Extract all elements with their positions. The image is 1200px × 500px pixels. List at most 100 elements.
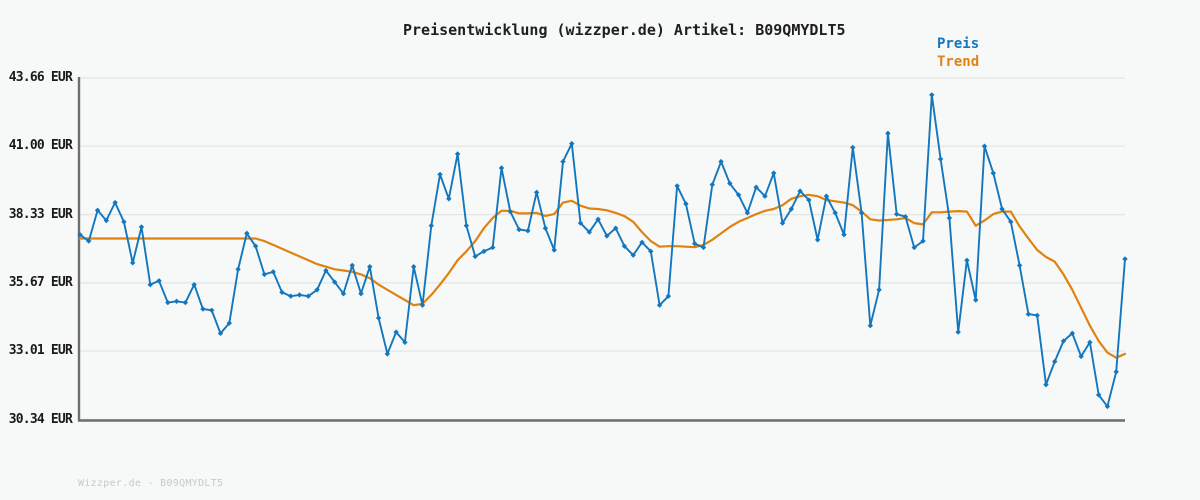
price-point-marker (323, 267, 329, 274)
price-point-marker (402, 339, 408, 346)
legend-item-preis: Preis (937, 36, 980, 52)
price-point-marker (481, 248, 487, 255)
price-point-marker (226, 320, 232, 326)
price-point-marker (261, 271, 268, 278)
price-point-marker (1025, 311, 1032, 317)
y-axis-tick-label: 41.00 EUR (8, 138, 73, 154)
price-point-marker (595, 216, 601, 222)
price-point-marker (454, 151, 461, 157)
price-point-marker (612, 225, 619, 231)
price-point-marker (112, 199, 118, 206)
price-point-marker (665, 293, 672, 299)
price-point-marker (867, 322, 874, 329)
price-point-marker (832, 210, 838, 216)
price-point-marker (920, 238, 926, 244)
price-point-marker (700, 244, 707, 251)
price-point-marker (1034, 312, 1040, 319)
price-point-marker (674, 183, 680, 189)
price-point-marker (806, 197, 812, 203)
price-point-marker (911, 244, 917, 251)
price-point-marker (902, 214, 909, 220)
price-point-marker (744, 210, 751, 216)
price-point-marker (200, 306, 206, 312)
price-point-marker (437, 171, 443, 178)
price-point-marker (428, 222, 434, 229)
price-point-marker (446, 196, 452, 202)
price-point-marker (129, 260, 136, 266)
y-axis-tick-label: 38.33 EUR (8, 206, 73, 222)
price-point-marker (981, 143, 988, 149)
price-point-marker (858, 210, 865, 216)
price-point-marker (753, 184, 759, 190)
chart-legend: Preis Trend (937, 37, 979, 70)
price-line (79, 93, 1126, 408)
price-point-marker (735, 192, 742, 198)
price-point-marker (692, 240, 698, 247)
price-point-marker (893, 211, 900, 217)
price-point-marker (367, 263, 373, 270)
price-point-marker (814, 237, 821, 243)
price-point-marker (288, 293, 294, 299)
price-point-marker (209, 307, 215, 313)
price-point-marker (648, 248, 654, 255)
price-point-marker (410, 263, 417, 270)
price-point-marker (498, 165, 505, 171)
price-point-marker (779, 220, 786, 226)
price-point-marker (270, 269, 276, 275)
price-point-marker (244, 230, 250, 237)
price-point-marker (955, 329, 961, 335)
price-point-marker (946, 215, 953, 221)
price-point-marker (1104, 403, 1111, 410)
price-point-marker (463, 222, 470, 229)
price-point-marker (788, 206, 795, 212)
price-point-marker (156, 278, 162, 284)
price-point-marker (252, 243, 259, 249)
price-point-marker (384, 351, 391, 357)
price-point-marker (718, 158, 724, 165)
price-point-marker (507, 208, 513, 215)
price-point-marker (182, 299, 189, 306)
price-point-marker (762, 193, 768, 199)
price-point-marker (191, 281, 197, 288)
price-point-marker (656, 302, 663, 308)
price-point-marker (551, 247, 557, 253)
price-point-marker (340, 290, 347, 297)
price-point-marker (604, 233, 610, 239)
price-point-marker (797, 188, 803, 194)
price-point-marker (885, 130, 891, 137)
price-point-marker (279, 289, 285, 296)
price-point-marker (86, 238, 92, 244)
price-point-marker (964, 257, 970, 263)
price-point-marker (929, 92, 935, 98)
price-point-marker (296, 292, 303, 298)
price-point-marker (490, 244, 496, 251)
price-point-marker (1008, 219, 1014, 225)
y-axis-tick-label: 35.67 EUR (8, 274, 73, 290)
price-point-marker (533, 189, 540, 196)
y-axis-labels: 43.66 EUR 41.00 EUR 38.33 EUR 35.67 EUR 33.0… (0, 0, 73, 500)
price-point-marker (577, 220, 584, 226)
price-point-marker (937, 156, 944, 162)
price-point-marker (999, 206, 1005, 212)
price-point-marker (621, 243, 628, 249)
price-point-marker (147, 281, 153, 288)
price-point-marker (472, 253, 478, 260)
price-point-marker (516, 226, 522, 233)
legend-item-trend: Trend (937, 54, 980, 70)
price-point-marker (94, 207, 101, 213)
price-point-marker (973, 297, 979, 303)
price-point-marker (586, 229, 593, 235)
price-point-marker (314, 287, 320, 293)
trend-line (78, 193, 1127, 359)
price-point-marker (823, 193, 830, 199)
price-point-marker (683, 201, 689, 207)
y-axis-tick-label: 30.34 EUR (8, 411, 73, 427)
price-point-marker (393, 329, 399, 335)
price-point-marker (1095, 392, 1102, 398)
price-point-marker (103, 217, 110, 224)
price-point-marker (1122, 256, 1128, 262)
price-point-marker (77, 231, 83, 238)
price-point-marker (1043, 381, 1049, 388)
